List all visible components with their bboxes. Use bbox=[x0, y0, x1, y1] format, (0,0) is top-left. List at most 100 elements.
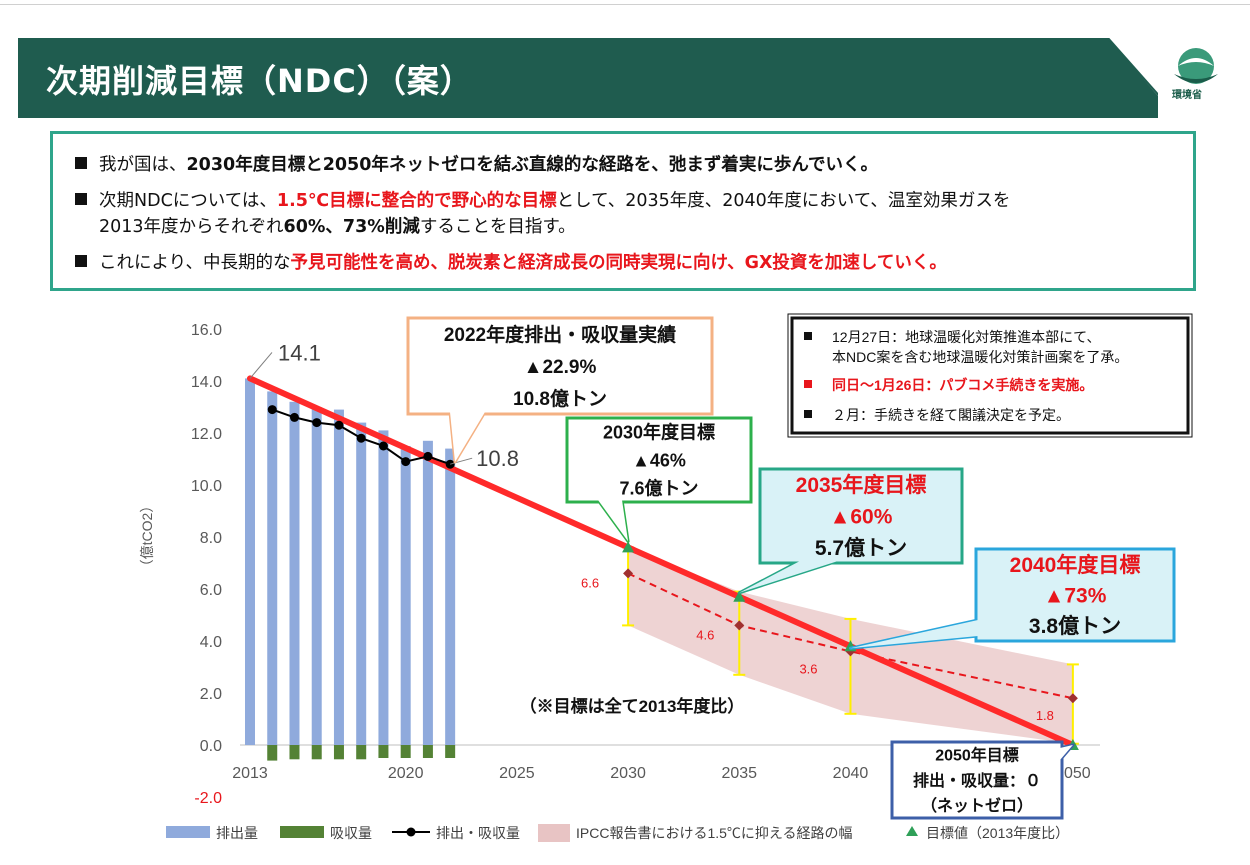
legend-net-label: 排出・吸収量 bbox=[436, 825, 520, 841]
callout-2050-pointer-fill bbox=[1060, 745, 1073, 760]
x-tick-label: 2020 bbox=[388, 765, 424, 782]
absorption-bar bbox=[333, 745, 344, 760]
target-marker bbox=[733, 590, 746, 602]
callout-actual-text: 2022年度排出・吸収量実績 bbox=[444, 323, 676, 346]
y-tick-label: 8.0 bbox=[200, 530, 222, 547]
callout-2050-text: （ネットゼロ） bbox=[921, 796, 1033, 815]
y-tick-label: 16.0 bbox=[191, 322, 222, 339]
callout-2030-text: 7.6億トン bbox=[619, 477, 698, 498]
y-axis-label: （億tCO2） bbox=[139, 499, 155, 574]
callout-actual-box bbox=[406, 316, 714, 416]
absorption-bar bbox=[289, 745, 300, 760]
emission-bar bbox=[289, 401, 300, 745]
emission-bar bbox=[356, 422, 367, 745]
callout-2040-box bbox=[974, 547, 1176, 643]
y-tick-label: 0.0 bbox=[200, 738, 222, 755]
callout-2040-text: 3.8億トン bbox=[1029, 614, 1121, 638]
emission-bar bbox=[445, 448, 456, 745]
page-title: 次期削減目標（NDC）（案） bbox=[46, 62, 473, 100]
callout-actual-text: 10.8億トン bbox=[513, 387, 607, 410]
y-tick-label: 14.0 bbox=[191, 374, 222, 391]
emission-bar bbox=[422, 440, 433, 745]
ipcc-median-label: 6.6 bbox=[581, 575, 599, 590]
schedule-bullet-icon bbox=[804, 332, 812, 340]
callout-actual-text: ▲22.9% bbox=[524, 357, 597, 378]
legend-ipcc-label: IPCC報告書における1.5℃に抑える経路の幅 bbox=[576, 825, 853, 841]
callout-2035-text: 5.7億トン bbox=[815, 536, 907, 560]
ipcc-median-line bbox=[627, 572, 1074, 700]
y-tick-label: 2.0 bbox=[200, 686, 222, 703]
latest-value-label: 10.8 bbox=[476, 446, 519, 471]
summary-box: 我が国は、2030年度目標と2050年ネットゼロを結ぶ直線的な経路を、弛まず着実… bbox=[50, 131, 1196, 291]
callout-2030-text: ▲46% bbox=[632, 450, 686, 470]
legend-target-marker bbox=[906, 826, 918, 836]
ipcc-median-label: 1.8 bbox=[1036, 708, 1054, 723]
top-divider bbox=[0, 4, 1250, 5]
schedule-box bbox=[790, 316, 1190, 435]
y-tick-label: -2.0 bbox=[194, 790, 222, 807]
callout-2040-text: 2040年度目標 bbox=[1010, 553, 1141, 577]
ipcc-median-label: 4.6 bbox=[696, 627, 714, 642]
bullet-square-icon bbox=[75, 193, 87, 205]
absorption-bar bbox=[356, 745, 367, 760]
schedule-line: 同日～1月26日：パブコメ手続きを実施。 bbox=[832, 377, 1093, 393]
legend-ipcc-swatch bbox=[538, 824, 570, 842]
callout-2050-text: 排出・吸収量：０ bbox=[913, 771, 1041, 790]
schedule-line: 本NDC案を含む地球温暖化対策計画案を了承。 bbox=[832, 349, 1128, 365]
x-tick-label: 2050 bbox=[1055, 765, 1091, 782]
ipcc-median-point bbox=[734, 620, 745, 631]
ministry-name: 環境省 bbox=[1172, 90, 1202, 101]
callout-2035-text: ▲60% bbox=[830, 506, 893, 529]
y-tick-label: 12.0 bbox=[191, 426, 222, 443]
schedule-line: ２月：手続きを経て閣議決定を予定。 bbox=[832, 407, 1070, 423]
schedule-line: 12月27日：地球温暖化対策推進本部にて、 bbox=[832, 329, 1100, 345]
summary-bullet-2-cont: 2013年度からそれぞれ60%、73%削減することを目指す。 bbox=[99, 217, 576, 237]
callout-2035-box bbox=[758, 467, 964, 565]
x-tick-label: 2040 bbox=[833, 765, 869, 782]
absorption-bar bbox=[378, 745, 389, 758]
x-tick-label: 2035 bbox=[721, 765, 757, 782]
net-emissions-point bbox=[401, 457, 411, 467]
y-tick-label: 4.0 bbox=[200, 634, 222, 651]
y-tick-label: 10.0 bbox=[191, 478, 222, 495]
net-emissions-point bbox=[334, 420, 344, 430]
callout-2040-pointer-fill bbox=[850, 620, 978, 649]
callout-2050-text: 2050年目標 bbox=[935, 745, 1019, 764]
emission-bar bbox=[311, 407, 322, 745]
start-value-label: 14.1 bbox=[278, 340, 321, 365]
legend-emission-label: 排出量 bbox=[216, 825, 258, 841]
callout-2030-pointer-fill bbox=[598, 500, 629, 542]
schedule-bullet-icon bbox=[804, 380, 812, 388]
callout-2035-text: 2035年度目標 bbox=[796, 473, 927, 497]
bullet-square-icon bbox=[75, 255, 87, 267]
emission-bar bbox=[333, 409, 344, 745]
absorption-bar bbox=[311, 745, 322, 760]
x-tick-label: 2025 bbox=[499, 765, 535, 782]
schedule-bullet-icon bbox=[804, 410, 812, 418]
target-basis-note: （※目標は全て2013年度比） bbox=[520, 696, 745, 716]
callout-2040-text: ▲73% bbox=[1044, 585, 1107, 608]
summary-bullet-1: 我が国は、2030年度目標と2050年ネットゼロを結ぶ直線的な経路を、弛まず着実… bbox=[75, 152, 878, 178]
x-tick-label: 2030 bbox=[610, 765, 646, 782]
emission-bar bbox=[267, 391, 278, 745]
x-tick-label: 2013 bbox=[232, 765, 268, 782]
absorption-bar bbox=[400, 745, 411, 758]
net-emissions-point bbox=[267, 405, 277, 415]
title-banner bbox=[18, 38, 1158, 118]
emission-bar bbox=[245, 378, 255, 745]
absorption-bar bbox=[267, 745, 278, 761]
ipcc-median-point bbox=[1067, 693, 1078, 704]
summary-bullet-2: 次期NDCについては、1.5℃目標に整合的で野心的な目標として、2035年度、2… bbox=[75, 188, 1010, 214]
y-tick-label: 6.0 bbox=[200, 582, 222, 599]
bullet-square-icon bbox=[75, 157, 87, 169]
emission-bar bbox=[400, 446, 411, 745]
summary-bullet-3: これにより、中長期的な予見可能性を高め、脱炭素と経済成長の同時実現に向け、GX投… bbox=[75, 250, 947, 276]
start-label-leader bbox=[249, 352, 273, 379]
net-emissions-point bbox=[378, 441, 388, 451]
absorption-bar bbox=[422, 745, 433, 758]
net-emissions-point bbox=[356, 433, 366, 443]
absorption-bar bbox=[445, 745, 456, 758]
emission-bar bbox=[378, 430, 389, 745]
callout-actual-pointer-fill bbox=[450, 412, 485, 462]
net-emissions-point bbox=[289, 412, 299, 422]
